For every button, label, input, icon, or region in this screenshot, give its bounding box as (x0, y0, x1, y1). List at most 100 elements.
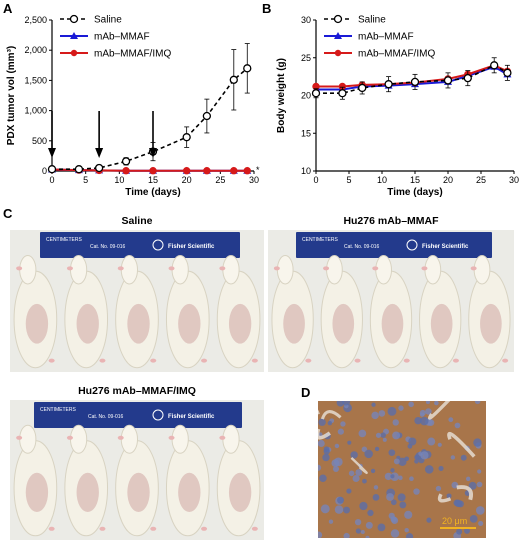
cell-nucleus (377, 523, 386, 532)
x-tick-label: 15 (410, 175, 420, 185)
mouse-head (120, 255, 139, 285)
cell-nucleus (476, 481, 483, 488)
mouse-head (276, 255, 294, 285)
cell-nucleus (397, 493, 406, 502)
cell-nucleus (434, 401, 439, 406)
cell-nucleus (343, 532, 350, 538)
cell-nucleus (398, 457, 407, 467)
x-tick-label: 30 (249, 175, 259, 185)
dosing-arrowhead (48, 148, 56, 158)
stroma-gap (350, 457, 368, 475)
mouse-paw (201, 526, 208, 531)
data-point (243, 166, 251, 175)
cell-nucleus (336, 401, 345, 407)
mouse (115, 424, 159, 537)
cell-nucleus (426, 517, 432, 523)
x-tick-label: 0 (313, 175, 318, 185)
ruler-brand-text: Fisher Scientific (422, 244, 469, 250)
x-tick-label: 5 (346, 175, 351, 185)
cell-nucleus (365, 535, 370, 538)
x-axis-label: Time (days) (125, 187, 180, 198)
data-point (490, 61, 499, 70)
data-point (443, 76, 453, 85)
photo-title-saline: Saline (121, 215, 153, 227)
y-tick-label: 2,500 (24, 15, 47, 25)
cell-nucleus (340, 421, 346, 427)
cell-nucleus (371, 402, 376, 407)
cell-nucleus (365, 521, 373, 529)
mouse-paw (66, 266, 73, 271)
tumor-area (76, 303, 99, 344)
mouse-paw (403, 358, 410, 363)
cell-nucleus (420, 451, 429, 460)
significance-asterisk: * (256, 165, 260, 175)
cell-nucleus (370, 468, 376, 474)
cell-nucleus (450, 455, 456, 460)
mouse-paw (219, 266, 226, 271)
cell-nucleus (384, 472, 393, 481)
data-point (203, 166, 211, 175)
y-tick-label: 1,000 (24, 106, 47, 116)
cell-nucleus (475, 506, 485, 515)
data-point (121, 157, 131, 166)
ruler-cat-text: Cat. No. 09-016 (88, 414, 124, 420)
cell-nucleus (334, 443, 340, 449)
mouse (271, 255, 314, 369)
y-tick-label: 25 (301, 53, 311, 63)
x-tick-label: 25 (215, 175, 225, 185)
tumor-area (127, 303, 150, 344)
cell-nucleus (372, 494, 380, 501)
mouse-paw (323, 266, 330, 271)
cell-nucleus (327, 420, 333, 426)
legend-marker (334, 32, 342, 39)
legend-marker (334, 49, 342, 57)
cell-nucleus (390, 516, 397, 523)
photo-title-mmaf: Hu276 mAb–MMAF (343, 215, 439, 227)
series-saline (47, 43, 252, 174)
cell-nucleus (318, 464, 322, 471)
data-point (384, 80, 393, 89)
mouse-paw (354, 358, 361, 363)
cell-nucleus (478, 520, 484, 526)
cell-nucleus (350, 451, 358, 459)
mouse-paw (452, 358, 459, 363)
data-point (410, 77, 420, 87)
mouse-head (424, 255, 442, 285)
cell-nucleus (358, 429, 367, 438)
ruler: CENTIMETERS Cat. No. 09-016 Fisher Scien… (296, 232, 492, 258)
cell-nucleus (392, 419, 399, 426)
mouse-head (19, 424, 37, 454)
x-axis-label: Time (days) (387, 187, 442, 198)
cell-nucleus (382, 437, 387, 442)
legend-marker (70, 49, 78, 57)
mouse (165, 255, 210, 369)
tumor-volume-chart: 0 5 10 15 20 25 30 0 500 1,000 1,500 2,000 2,500 Time… (6, 15, 260, 199)
cell-nucleus (435, 485, 442, 492)
mouse (419, 255, 462, 369)
tumor-area (25, 472, 49, 512)
y-tick-label: 1,500 (24, 75, 47, 85)
cell-nucleus (318, 531, 323, 538)
ruler: CENTIMETERS Cat. No. 09-016 Fisher Scien… (34, 402, 242, 428)
cell-nucleus (399, 501, 407, 509)
cell-nucleus (386, 493, 394, 501)
tumor-area (381, 303, 404, 344)
legend-label: mAb–MMAF/IMQ (358, 49, 435, 60)
legend-label: mAb–MMAF (358, 32, 414, 43)
cell-nucleus (424, 465, 434, 474)
stroma-gap (456, 485, 473, 501)
mouse-paw (117, 435, 124, 440)
mouse-head (171, 424, 189, 454)
cell-nucleus (438, 465, 444, 471)
cell-nucleus (380, 432, 386, 438)
cell-nucleus (390, 474, 395, 479)
dosing-arrowhead (95, 148, 104, 158)
cell-nucleus (466, 476, 471, 482)
stroma-gap (320, 410, 342, 420)
cell-nucleus (413, 488, 420, 495)
y-axis-label: Body weight (g) (276, 58, 287, 133)
cell-nucleus (390, 499, 397, 506)
cell-nucleus (337, 496, 344, 504)
x-tick-label: 0 (49, 175, 54, 185)
mouse-paw (150, 526, 157, 531)
